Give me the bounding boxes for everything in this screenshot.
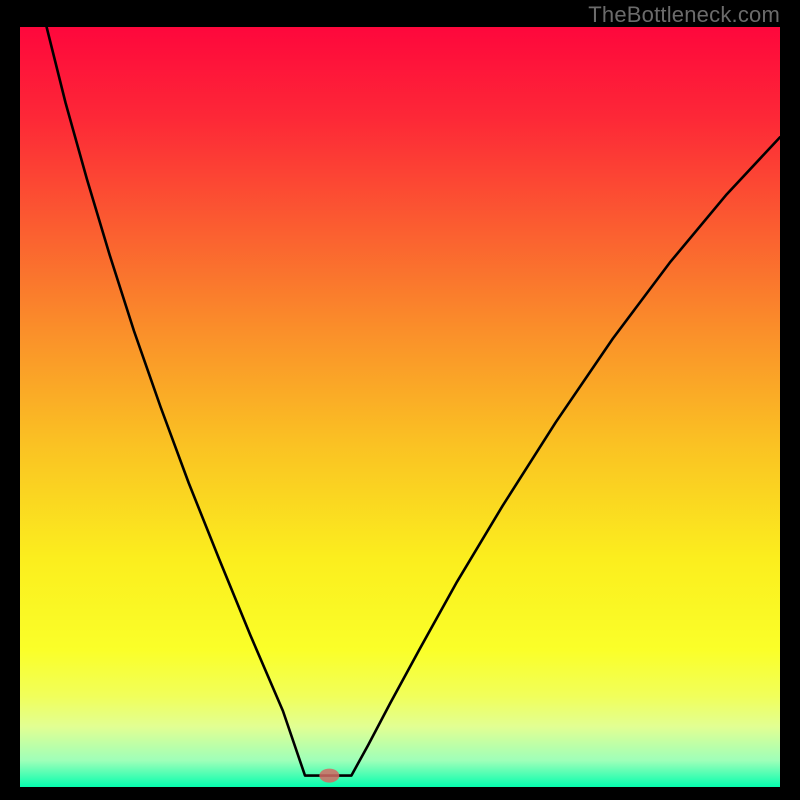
bottleneck-chart (0, 0, 800, 800)
chart-root: TheBottleneck.com (0, 0, 800, 800)
plot-background (20, 27, 780, 787)
optimum-marker (319, 769, 339, 783)
watermark-text: TheBottleneck.com (588, 2, 780, 28)
